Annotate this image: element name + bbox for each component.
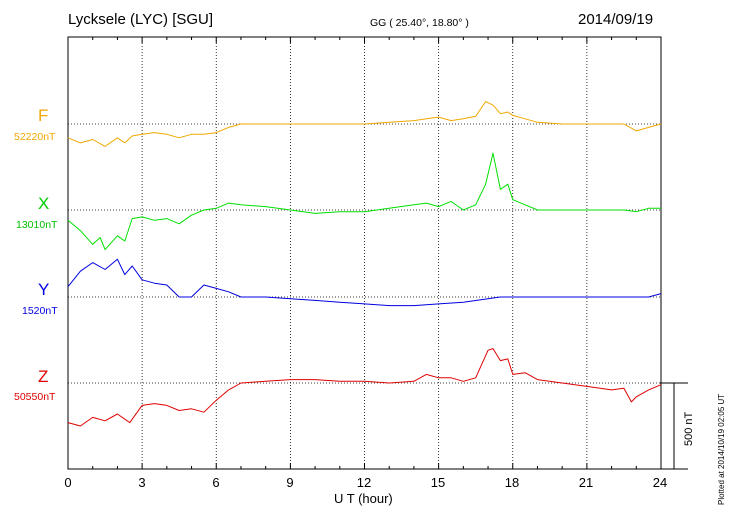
- baseline-label-y: 1520nT: [22, 305, 58, 317]
- baseline-label-x: 13010nT: [16, 219, 58, 231]
- series-line-f: [67, 101, 662, 147]
- trace-label-y: Y: [38, 280, 50, 299]
- series-lines: [67, 101, 662, 427]
- station-coordinates: GG ( 25.40°, 18.80° ): [370, 17, 469, 29]
- scale-bar: [660, 382, 688, 470]
- x-tick-label: 15: [430, 475, 446, 490]
- trace-label-f: F: [38, 106, 49, 125]
- x-tick-label: 18: [504, 475, 520, 490]
- baseline-label-z: 50550nT: [14, 391, 56, 403]
- series-line-y: [67, 258, 662, 307]
- x-axis-title: U T (hour): [334, 491, 393, 506]
- scale-bar-label: 500 nT: [683, 411, 695, 446]
- series-line-x: [67, 152, 661, 251]
- trace-label-z: Z: [38, 367, 49, 386]
- grid-lines: [141, 37, 588, 469]
- x-tick-label: 24: [652, 475, 668, 490]
- x-tick-label: 12: [356, 475, 372, 490]
- trace-label-x: X: [38, 194, 50, 213]
- plotted-timestamp: Plotted at 2014/10/19 02:05 UT: [717, 393, 726, 505]
- station-title: Lycksele (LYC) [SGU]: [68, 11, 214, 28]
- x-tick-label: 9: [286, 475, 294, 490]
- x-tick-label: 6: [212, 475, 220, 490]
- baseline-label-f: 52220nT: [14, 131, 56, 143]
- x-tick-label: 21: [578, 475, 594, 490]
- x-tick-label: 0: [64, 475, 72, 490]
- date-label: 2014/09/19: [578, 11, 654, 28]
- series-line-z: [67, 348, 662, 427]
- x-axis-ticks: [67, 37, 662, 469]
- x-tick-label: 3: [138, 475, 146, 490]
